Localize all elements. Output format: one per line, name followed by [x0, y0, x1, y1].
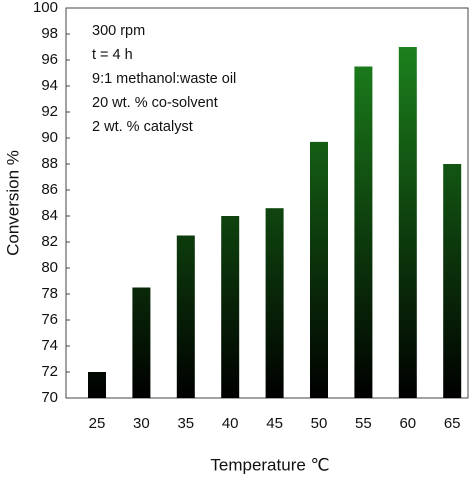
bar	[310, 141, 328, 398]
x-tick-label: 65	[444, 415, 461, 432]
y-tick-label: 76	[41, 311, 58, 328]
bar	[398, 47, 417, 398]
y-tick-label: 74	[41, 337, 58, 354]
x-tick-label: 45	[266, 415, 283, 432]
bar	[132, 287, 151, 398]
y-tick-label: 88	[41, 155, 58, 172]
x-tick-label: 25	[89, 415, 106, 432]
y-tick-label: 82	[41, 233, 58, 250]
bar	[221, 216, 240, 398]
annotation: 300 rpm	[92, 23, 145, 39]
y-tick-label: 80	[41, 259, 58, 276]
y-tick-label: 72	[41, 363, 58, 380]
y-tick-label: 96	[41, 51, 58, 68]
x-tick-label: 40	[222, 415, 239, 432]
y-tick-label: 92	[41, 103, 58, 120]
y-tick-label: 90	[41, 129, 58, 146]
annotation: 9:1 methanol:waste oil	[92, 71, 236, 87]
x-tick-label: 35	[177, 415, 194, 432]
annotation: t = 4 h	[92, 47, 133, 63]
y-tick-label: 84	[41, 207, 58, 224]
bar	[354, 66, 373, 398]
y-tick-label: 86	[41, 181, 58, 198]
x-tick-label: 50	[311, 415, 328, 432]
x-tick-label: 55	[355, 415, 372, 432]
bar	[443, 164, 462, 398]
x-axis-title: Temperature ℃	[210, 455, 329, 474]
annotation: 20 wt. % co-solvent	[92, 95, 218, 111]
y-tick-label: 98	[41, 25, 58, 42]
y-tick-label: 70	[41, 389, 58, 406]
annotation: 2 wt. % catalyst	[92, 119, 193, 135]
y-tick-label: 78	[41, 285, 58, 302]
x-tick-label: 30	[133, 415, 150, 432]
bar	[265, 208, 284, 398]
y-axis-title: Conversion %	[3, 150, 22, 256]
y-tick-label: 94	[41, 77, 58, 94]
bar	[176, 235, 195, 398]
bar	[88, 372, 106, 398]
y-tick-label: 100	[33, 0, 58, 16]
x-tick-label: 60	[399, 415, 416, 432]
